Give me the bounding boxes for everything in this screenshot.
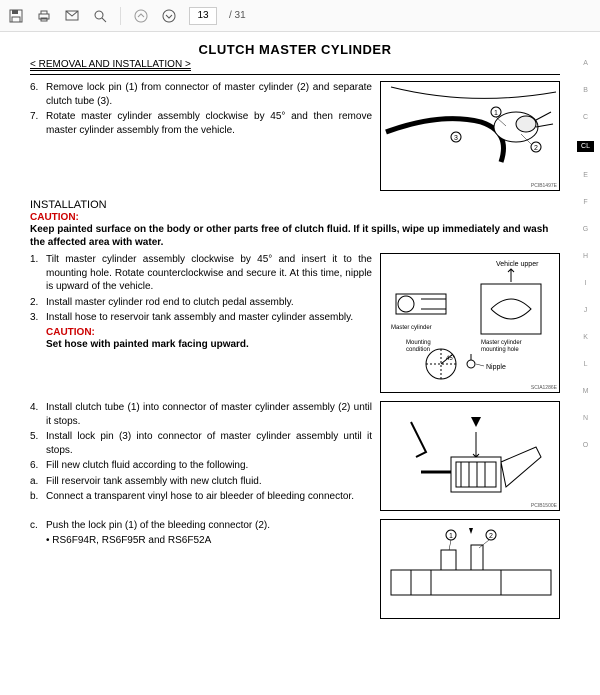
page-total: / 31	[229, 10, 246, 21]
search-icon[interactable]	[92, 8, 108, 24]
doc-subtitle: < REMOVAL AND INSTALLATION >	[30, 59, 191, 71]
svg-text:3: 3	[454, 135, 458, 142]
idx-n[interactable]: N	[583, 415, 588, 422]
fig3-tag: PCIB1500E	[531, 503, 557, 509]
idx-k[interactable]: K	[583, 334, 588, 341]
fig2-tag: SCIA1286E	[531, 385, 557, 391]
section-index: A B C CL E F G H I J K L M N O	[577, 60, 594, 449]
idx-j[interactable]: J	[584, 307, 588, 314]
svg-text:45°: 45°	[446, 356, 456, 362]
fig1-tag: PCIB1497E	[531, 183, 557, 189]
caution-label: CAUTION:	[30, 212, 560, 223]
svg-text:2: 2	[489, 533, 493, 540]
idx-l[interactable]: L	[584, 361, 588, 368]
idx-a[interactable]: A	[583, 60, 588, 67]
idx-h[interactable]: H	[583, 253, 588, 260]
idx-o[interactable]: O	[583, 442, 588, 449]
figure-2: Vehicle upper Master cylinder Master cyl…	[380, 253, 560, 393]
removal-text: 6.Remove lock pin (1) from connector of …	[30, 81, 372, 191]
page-content: CLUTCH MASTER CYLINDER < REMOVAL AND INS…	[0, 32, 600, 619]
page-down-icon[interactable]	[161, 8, 177, 24]
install-text-2: 4.Install clutch tube (1) into connector…	[30, 401, 372, 511]
figure-1: 1 2 3 PCIB1497E	[380, 81, 560, 191]
page-number-input[interactable]	[189, 7, 217, 25]
svg-text:Nipple: Nipple	[486, 364, 506, 371]
svg-text:Mounting: Mounting	[406, 340, 431, 346]
separator	[120, 7, 121, 25]
idx-b[interactable]: B	[583, 87, 588, 94]
caution-text: Keep painted surface on the body or othe…	[30, 223, 560, 249]
svg-text:1: 1	[494, 110, 498, 117]
idx-c[interactable]: C	[583, 114, 588, 121]
save-icon[interactable]	[8, 8, 24, 24]
idx-f[interactable]: F	[583, 199, 587, 206]
svg-text:mounting hole: mounting hole	[481, 347, 519, 353]
install-text-3: c.Push the lock pin (1) of the bleeding …	[30, 519, 372, 619]
toolbar: / 31	[0, 0, 600, 32]
svg-text:2: 2	[534, 145, 538, 152]
svg-text:Master cylinder: Master cylinder	[481, 340, 522, 346]
print-icon[interactable]	[36, 8, 52, 24]
svg-text:Master cylinder: Master cylinder	[391, 325, 432, 331]
svg-text:1: 1	[449, 533, 453, 540]
idx-m[interactable]: M	[583, 388, 589, 395]
idx-g[interactable]: G	[583, 226, 588, 233]
idx-i[interactable]: I	[585, 280, 587, 287]
figure-4: 1 2	[380, 519, 560, 619]
idx-cl-active[interactable]: CL	[577, 141, 594, 152]
mail-icon[interactable]	[64, 8, 80, 24]
svg-text:condition: condition	[406, 347, 430, 353]
installation-heading: INSTALLATION	[30, 199, 560, 211]
figure-3: PCIB1500E	[380, 401, 560, 511]
svg-text:Vehicle upper: Vehicle upper	[496, 261, 539, 268]
doc-title: CLUTCH MASTER CYLINDER	[30, 42, 560, 57]
idx-e[interactable]: E	[583, 172, 588, 179]
install-text-1: 1.Tilt master cylinder assembly clockwis…	[30, 253, 372, 393]
page-up-icon[interactable]	[133, 8, 149, 24]
